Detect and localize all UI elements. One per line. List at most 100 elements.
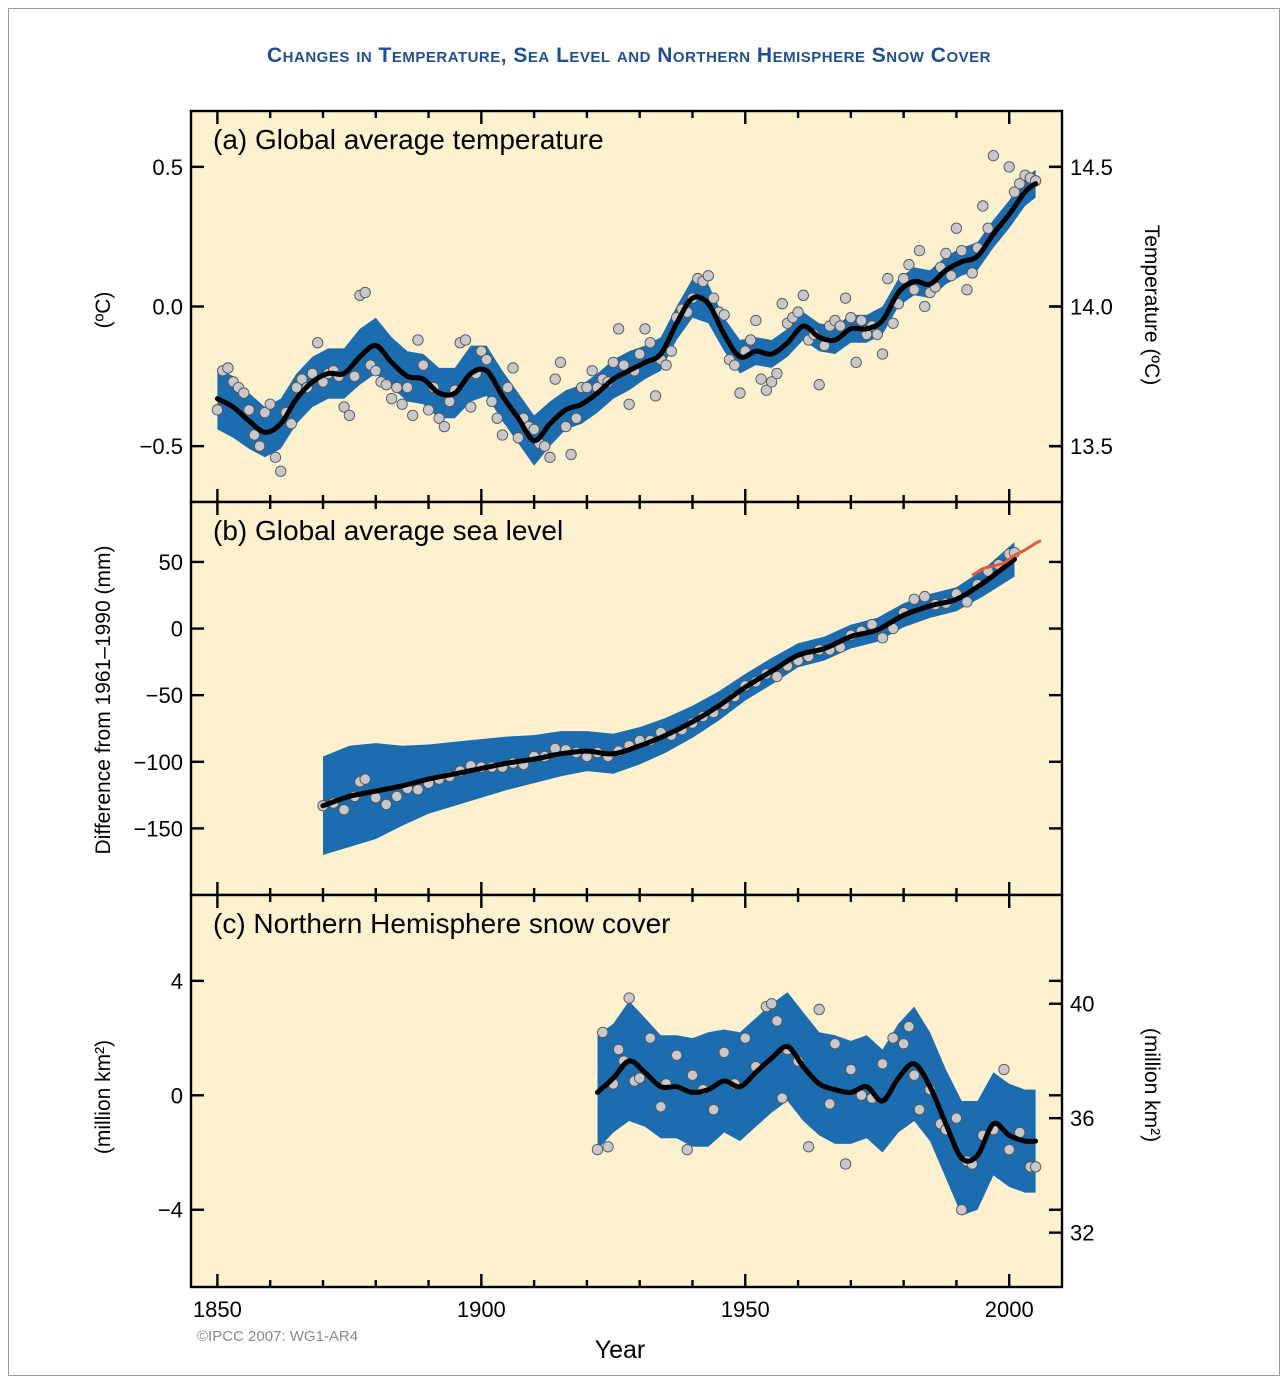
y-tick-label: −50 bbox=[146, 683, 183, 708]
data-point bbox=[887, 317, 899, 329]
data-point bbox=[475, 345, 487, 357]
data-point bbox=[987, 150, 1000, 162]
data-point bbox=[480, 353, 493, 366]
data-point bbox=[507, 362, 519, 374]
y-tick-label: 0 bbox=[171, 617, 183, 642]
data-point bbox=[903, 258, 915, 271]
x-tick-label: 1850 bbox=[193, 1297, 242, 1322]
y-tick-label: 0.0 bbox=[152, 295, 183, 320]
y-tick-label: −4 bbox=[158, 1198, 183, 1223]
data-point bbox=[560, 420, 572, 433]
data-point bbox=[401, 381, 414, 394]
y-tick-label: −150 bbox=[133, 816, 183, 841]
y-tick-label-right: 40 bbox=[1070, 992, 1094, 1017]
data-point bbox=[438, 420, 451, 433]
data-point bbox=[639, 323, 651, 335]
data-point bbox=[565, 448, 577, 461]
data-point bbox=[876, 632, 889, 644]
data-point bbox=[359, 286, 371, 299]
data-point bbox=[296, 373, 308, 385]
data-point bbox=[248, 429, 260, 441]
data-point bbox=[391, 381, 403, 394]
panel-background bbox=[191, 111, 1062, 502]
data-point bbox=[459, 334, 472, 346]
data-point bbox=[834, 320, 846, 332]
data-point bbox=[264, 398, 276, 410]
y-axis-title: (ºC) bbox=[92, 292, 115, 329]
data-point bbox=[802, 1141, 815, 1153]
data-point bbox=[253, 440, 266, 452]
data-point bbox=[554, 356, 567, 369]
data-point bbox=[486, 395, 498, 408]
data-point bbox=[549, 373, 561, 385]
data-point bbox=[586, 365, 598, 377]
data-point bbox=[797, 289, 809, 301]
data-point bbox=[876, 348, 889, 360]
data-point bbox=[897, 272, 910, 285]
data-point bbox=[618, 359, 630, 371]
data-point bbox=[570, 412, 583, 424]
y-tick-label: 50 bbox=[159, 550, 183, 575]
data-point bbox=[707, 1103, 720, 1116]
satellite-altimetry-line bbox=[971, 539, 1042, 577]
data-point bbox=[681, 1144, 693, 1156]
data-point bbox=[1003, 161, 1015, 173]
data-point bbox=[211, 404, 224, 416]
data-point bbox=[422, 404, 435, 416]
x-tick-label: 1900 bbox=[457, 1297, 506, 1322]
data-point bbox=[977, 200, 989, 212]
data-point bbox=[417, 359, 429, 371]
data-point bbox=[412, 784, 424, 796]
data-point bbox=[734, 387, 746, 399]
data-point bbox=[465, 401, 477, 413]
data-point bbox=[623, 992, 635, 1004]
data-point bbox=[655, 1101, 667, 1113]
data-point bbox=[612, 323, 625, 335]
data-point bbox=[285, 418, 297, 430]
y-tick-label-right: 36 bbox=[1070, 1106, 1094, 1131]
data-point bbox=[338, 401, 350, 413]
data-point bbox=[771, 367, 783, 380]
y-tick-label-right: 13.5 bbox=[1070, 434, 1113, 459]
smoothed-line bbox=[320, 556, 1017, 809]
panel-background bbox=[191, 502, 1062, 895]
data-point bbox=[897, 1038, 910, 1050]
panel-title: (c) Northern Hemisphere snow cover bbox=[213, 908, 671, 939]
y-axis-title: (million km²) bbox=[92, 1040, 115, 1154]
data-point bbox=[813, 379, 825, 391]
data-point bbox=[502, 381, 514, 394]
data-point bbox=[306, 367, 319, 380]
y-tick-label: −0.5 bbox=[140, 434, 183, 459]
data-point bbox=[729, 359, 741, 371]
data-point bbox=[839, 292, 852, 304]
data-point bbox=[876, 1058, 889, 1070]
data-point bbox=[602, 1141, 614, 1153]
panel-border bbox=[189, 893, 1064, 1289]
data-point bbox=[491, 412, 503, 424]
data-point bbox=[766, 998, 778, 1010]
data-point bbox=[903, 1020, 915, 1033]
data-point bbox=[845, 1063, 857, 1076]
x-tick-label: 2000 bbox=[985, 1297, 1034, 1322]
data-point bbox=[634, 1072, 646, 1084]
data-point bbox=[940, 247, 952, 260]
data-point bbox=[919, 300, 931, 313]
data-point bbox=[908, 284, 920, 296]
data-point bbox=[380, 798, 392, 811]
data-point bbox=[966, 267, 978, 279]
data-point bbox=[908, 1069, 920, 1081]
data-point bbox=[913, 244, 926, 257]
data-point bbox=[512, 432, 524, 444]
data-point bbox=[612, 1043, 625, 1056]
data-point bbox=[597, 1026, 609, 1038]
data-point bbox=[956, 244, 968, 257]
data-point bbox=[670, 1049, 683, 1061]
data-point bbox=[623, 398, 635, 410]
y-tick-label: −100 bbox=[133, 750, 183, 775]
uncertainty-band bbox=[323, 542, 1015, 855]
data-point bbox=[882, 272, 894, 285]
data-point bbox=[813, 1003, 825, 1016]
data-point bbox=[760, 384, 773, 396]
data-point bbox=[950, 222, 963, 234]
